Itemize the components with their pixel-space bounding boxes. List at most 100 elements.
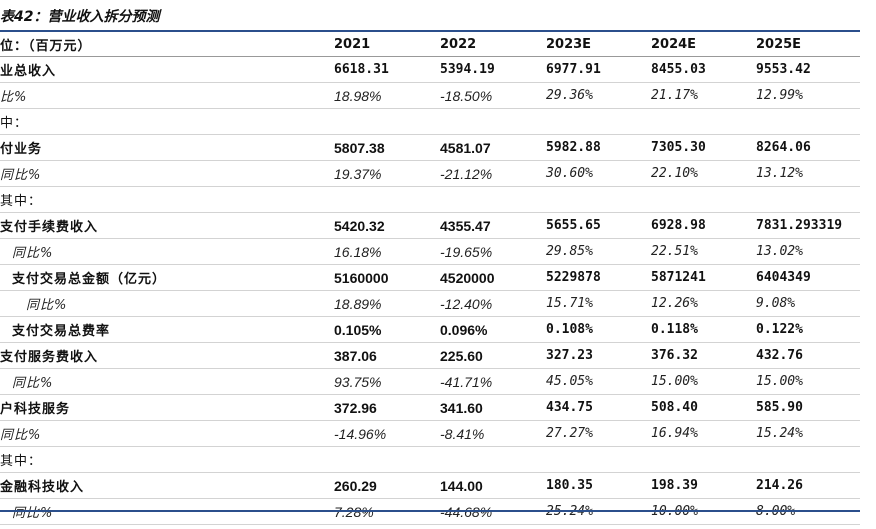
cell-value: 198.39 (649, 472, 754, 499)
cell-value (332, 186, 438, 213)
cell-value: 0.118% (649, 316, 754, 343)
row-label: 其中： (0, 446, 332, 473)
cell-value: 5871241 (649, 264, 754, 291)
row-label: 同比% (0, 160, 332, 187)
cell-value: 8455.03 (649, 56, 754, 83)
cell-value: 5420.32 (332, 212, 438, 239)
cell-value (332, 446, 438, 473)
cell-value: 16.18% (332, 238, 438, 265)
cell-value: 180.35 (544, 472, 649, 499)
cell-value: 18.89% (332, 290, 438, 317)
cell-value: 29.85% (544, 238, 649, 265)
table-row: 金融科技收入 260.29 144.00 180.35 198.39 214.26 (0, 472, 860, 499)
table-row: 户科技服务 372.96 341.60 434.75 508.40 585.90 (0, 394, 860, 421)
cell-value: 22.51% (649, 238, 754, 265)
cell-value: 214.26 (754, 472, 860, 499)
cell-value: 225.60 (438, 342, 544, 369)
table-row: 支付手续费收入 5420.32 4355.47 5655.65 6928.98 7831.… (0, 212, 860, 239)
cell-value (332, 108, 438, 135)
cell-value: 15.71% (544, 290, 649, 317)
header-unit-label: 位：（百万元） (0, 32, 332, 57)
cell-value: -41.71% (438, 368, 544, 395)
cell-value: 5394.19 (438, 56, 544, 83)
cell-value: 341.60 (438, 394, 544, 421)
cell-value: -8.41% (438, 420, 544, 447)
header-year-2024e: 2024E (649, 32, 754, 57)
row-label: 支付交易总金额（亿元） (0, 264, 332, 291)
row-label: 支付交易总费率 (0, 316, 332, 343)
cell-value: 0.105% (332, 316, 438, 343)
cell-value: 6404349 (754, 264, 860, 291)
cell-value: 376.32 (649, 342, 754, 369)
cell-value: 0.096% (438, 316, 544, 343)
table-row: 同比% 18.89% -12.40% 15.71% 12.26% 9.08% (0, 290, 860, 317)
row-label: 支付手续费收入 (0, 212, 332, 239)
row-label: 付业务 (0, 134, 332, 161)
table-row: 同比% 93.75% -41.71% 45.05% 15.00% 15.00% (0, 368, 860, 395)
row-label: 同比% (0, 368, 332, 395)
cell-value: 15.24% (754, 420, 860, 447)
cell-value: 5655.65 (544, 212, 649, 239)
row-label: 中： (0, 108, 332, 135)
row-label: 其中： (0, 186, 332, 213)
cell-value: 7831.293319 (754, 212, 860, 239)
cell-value: 4520000 (438, 264, 544, 291)
header-year-2023e: 2023E (544, 32, 649, 57)
cell-value: 432.76 (754, 342, 860, 369)
cell-value: -18.50% (438, 82, 544, 109)
cell-value (544, 186, 649, 213)
table-row: 其中： (0, 446, 860, 473)
cell-value: 508.40 (649, 394, 754, 421)
cell-value: 0.108% (544, 316, 649, 343)
revenue-forecast-table: 位：（百万元） 2021 2022 2023E 2024E 2025E 业总收入… (0, 32, 860, 525)
cell-value: 5229878 (544, 264, 649, 291)
cell-value: 22.10% (649, 160, 754, 187)
cell-value (438, 108, 544, 135)
header-year-2025e: 2025E (754, 32, 860, 57)
cell-value: 21.17% (649, 82, 754, 109)
cell-value (544, 446, 649, 473)
cell-value: 8264.06 (754, 134, 860, 161)
table-row: 支付交易总金额（亿元） 5160000 4520000 5229878 5871241 6… (0, 264, 860, 291)
cell-value: -19.65% (438, 238, 544, 265)
cell-value: 4355.47 (438, 212, 544, 239)
cell-value: 327.23 (544, 342, 649, 369)
cell-value: 5982.88 (544, 134, 649, 161)
table-row: 支付服务费收入 387.06 225.60 327.23 376.32 432.76 (0, 342, 860, 369)
cell-value: 6928.98 (649, 212, 754, 239)
cell-value (754, 108, 860, 135)
cell-value: 5807.38 (332, 134, 438, 161)
table-bottom-rule (0, 510, 860, 512)
cell-value: 5160000 (332, 264, 438, 291)
cell-value: 18.98% (332, 82, 438, 109)
cell-value: 29.36% (544, 82, 649, 109)
table-row: 同比% 16.18% -19.65% 29.85% 22.51% 13.02% (0, 238, 860, 265)
cell-value (649, 186, 754, 213)
header-year-2021: 2021 (332, 32, 438, 57)
cell-value: 0.122% (754, 316, 860, 343)
cell-value: 93.75% (332, 368, 438, 395)
cell-value: -14.96% (332, 420, 438, 447)
cell-value: 6977.91 (544, 56, 649, 83)
cell-value (438, 186, 544, 213)
row-label: 金融科技收入 (0, 472, 332, 499)
row-label: 比% (0, 82, 332, 109)
table-row: 同比% -14.96% -8.41% 27.27% 16.94% 15.24% (0, 420, 860, 447)
cell-value (649, 108, 754, 135)
cell-value (438, 446, 544, 473)
table-row: 支付交易总费率 0.105% 0.096% 0.108% 0.118% 0.122% (0, 316, 860, 343)
cell-value: 27.27% (544, 420, 649, 447)
table-row: 比% 18.98% -18.50% 29.36% 21.17% 12.99% (0, 82, 860, 109)
cell-value: 585.90 (754, 394, 860, 421)
cell-value: 15.00% (649, 368, 754, 395)
table-row: 同比% 19.37% -21.12% 30.60% 22.10% 13.12% (0, 160, 860, 187)
cell-value: 12.99% (754, 82, 860, 109)
row-label: 业总收入 (0, 56, 332, 83)
row-label: 支付服务费收入 (0, 342, 332, 369)
table-header-row: 位：（百万元） 2021 2022 2023E 2024E 2025E (0, 32, 860, 57)
cell-value: 16.94% (649, 420, 754, 447)
table-row: 付业务 5807.38 4581.07 5982.88 7305.30 8264.06 (0, 134, 860, 161)
table-top-rule (0, 30, 860, 32)
table-row: 业总收入 6618.31 5394.19 6977.91 8455.03 9553.42 (0, 56, 860, 83)
header-year-2022: 2022 (438, 32, 544, 57)
